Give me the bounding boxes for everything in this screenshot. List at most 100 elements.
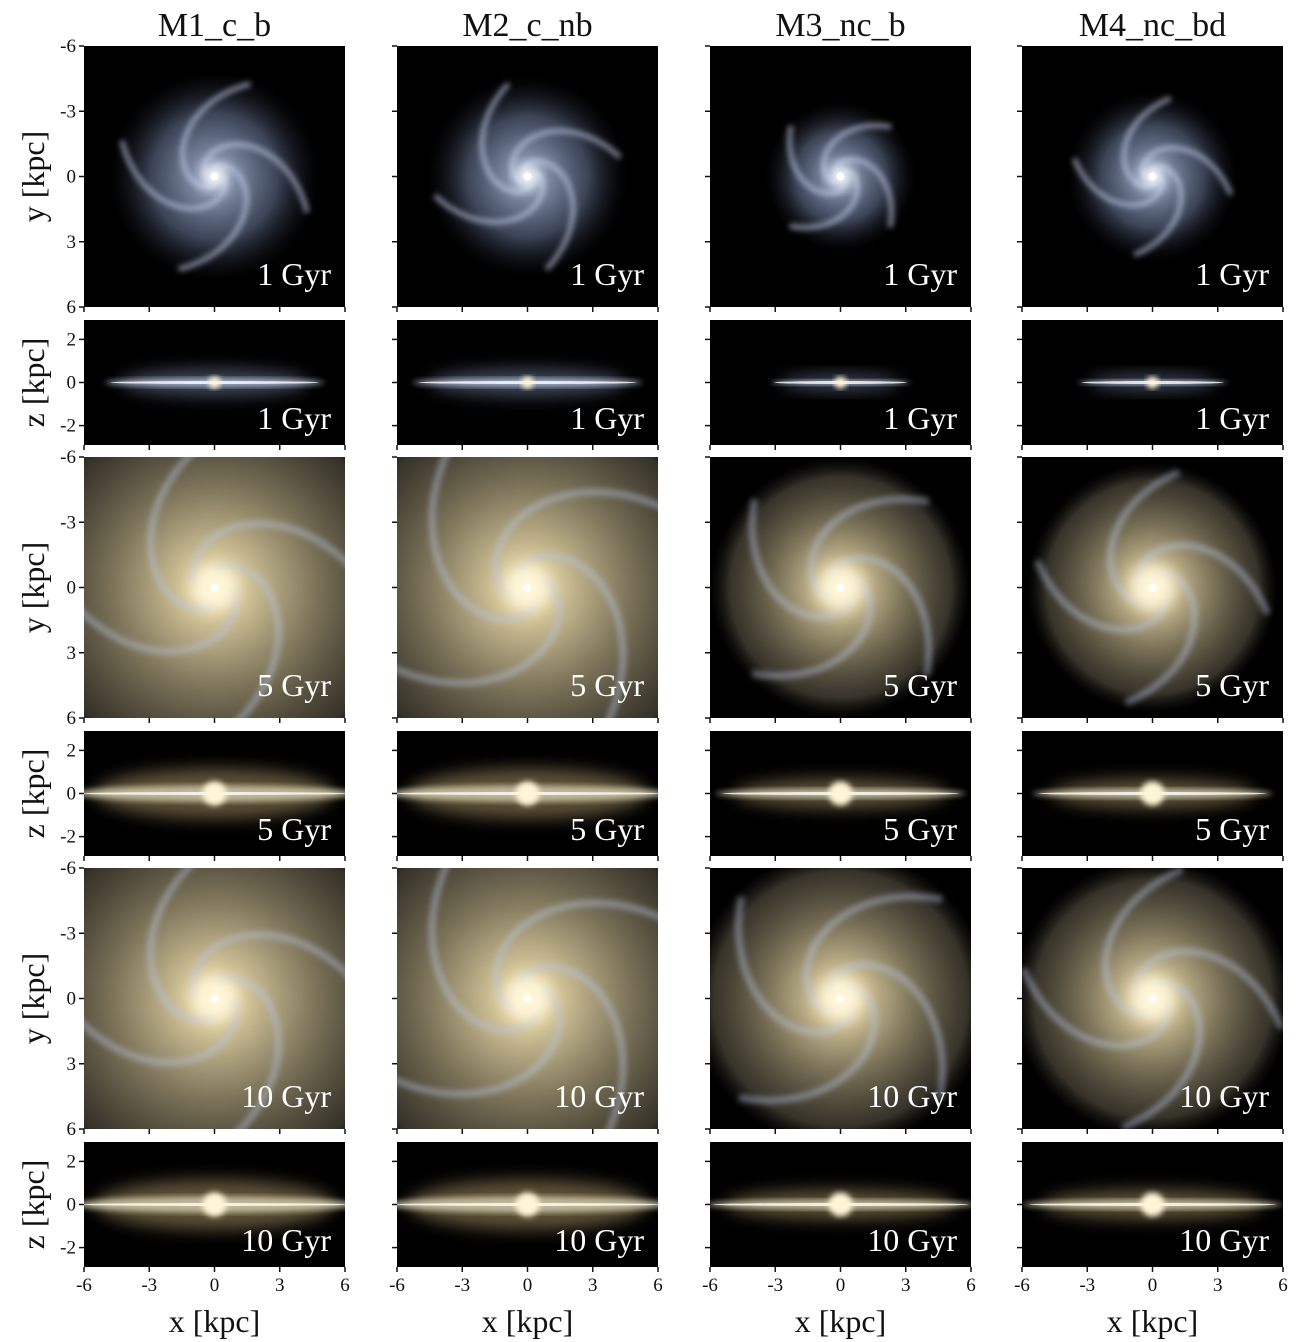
time-label: 10 Gyr bbox=[554, 1078, 644, 1114]
edge-bulge bbox=[834, 376, 847, 389]
galaxy-core bbox=[836, 172, 845, 181]
x-tick-label: 3 bbox=[901, 1275, 911, 1296]
spiral-arm bbox=[509, 128, 622, 184]
y-axis-label: y [kpc] bbox=[15, 953, 51, 1045]
edge-bulge bbox=[828, 781, 853, 806]
x-tick-label: -3 bbox=[454, 1275, 470, 1296]
x-tick-label: 3 bbox=[275, 1275, 285, 1296]
x-tick-label: 0 bbox=[836, 1275, 846, 1296]
edge-bulge bbox=[828, 1192, 853, 1217]
galaxy-core bbox=[836, 583, 845, 592]
galaxy-core bbox=[210, 994, 219, 1003]
spiral-arm bbox=[479, 82, 535, 195]
time-label: 1 Gyr bbox=[1195, 400, 1269, 436]
time-label: 5 Gyr bbox=[1195, 667, 1269, 703]
x-tick-label: 0 bbox=[210, 1275, 220, 1296]
spiral-arm bbox=[147, 457, 217, 613]
time-label: 1 Gyr bbox=[570, 400, 644, 436]
face-on-panel bbox=[84, 457, 345, 718]
galaxy-core bbox=[523, 172, 532, 181]
y-tick-label: -2 bbox=[60, 416, 76, 437]
spiral-arm bbox=[428, 868, 540, 1034]
column-title: M1_c_b bbox=[158, 7, 271, 44]
spiral-arm bbox=[1133, 164, 1184, 258]
time-label: 1 Gyr bbox=[883, 256, 957, 292]
spiral-arm bbox=[177, 163, 250, 272]
x-axis-label: x [kpc] bbox=[169, 1303, 261, 1339]
y-tick-label: -2 bbox=[60, 827, 76, 848]
x-tick-label: 0 bbox=[1148, 1275, 1158, 1296]
edge-on-panel bbox=[397, 731, 658, 856]
edge-bulge bbox=[1140, 781, 1165, 806]
edge-bulge bbox=[202, 1192, 227, 1217]
edge-on-panel bbox=[84, 1142, 345, 1267]
spiral-arm bbox=[520, 158, 576, 271]
x-tick-label: 3 bbox=[588, 1275, 598, 1296]
y-tick-label: 3 bbox=[67, 232, 77, 253]
x-axis-label: x [kpc] bbox=[1107, 1303, 1199, 1339]
edge-on-panel bbox=[1022, 731, 1283, 856]
face-on-panel bbox=[397, 868, 658, 1129]
y-tick-label: 6 bbox=[67, 297, 77, 318]
column-title: M4_nc_bd bbox=[1079, 7, 1226, 44]
edge-bulge bbox=[208, 376, 221, 389]
edge-on-panel bbox=[84, 320, 345, 445]
y-axis-label: y [kpc] bbox=[15, 542, 51, 634]
galaxy-core bbox=[210, 583, 219, 592]
spiral-arm bbox=[515, 963, 627, 1129]
time-label: 10 Gyr bbox=[1179, 1222, 1269, 1258]
y-tick-label: 0 bbox=[67, 784, 77, 805]
edge-on-panel bbox=[397, 1142, 658, 1267]
spiral-arm bbox=[119, 139, 228, 212]
spiral-arm bbox=[1121, 95, 1172, 189]
time-label: 5 Gyr bbox=[883, 811, 957, 847]
spiral-arm bbox=[433, 169, 546, 225]
spiral-arm bbox=[212, 973, 282, 1129]
y-tick-label: -3 bbox=[60, 512, 76, 533]
time-label: 5 Gyr bbox=[570, 667, 644, 703]
face-on-panel bbox=[710, 457, 971, 718]
spiral-arm bbox=[492, 899, 658, 1011]
spiral-arm bbox=[515, 552, 627, 718]
spiral-arm bbox=[397, 986, 563, 1098]
y-tick-label: -3 bbox=[60, 923, 76, 944]
edge-on-panel bbox=[710, 731, 971, 856]
time-label: 1 Gyr bbox=[257, 256, 331, 292]
spiral-arm bbox=[179, 81, 252, 190]
y-tick-label: -6 bbox=[60, 858, 76, 879]
y-tick-label: 3 bbox=[67, 643, 77, 664]
time-label: 10 Gyr bbox=[867, 1078, 957, 1114]
spiral-arms bbox=[84, 868, 345, 1129]
spiral-arm bbox=[84, 996, 240, 1066]
spiral-arms bbox=[1071, 95, 1234, 258]
galaxy-core bbox=[210, 172, 219, 181]
x-axis-label: x [kpc] bbox=[482, 1303, 574, 1339]
spiral-arms bbox=[397, 457, 658, 718]
x-tick-label: -3 bbox=[767, 1275, 783, 1296]
time-label: 10 Gyr bbox=[241, 1078, 331, 1114]
time-label: 1 Gyr bbox=[1195, 256, 1269, 292]
time-label: 5 Gyr bbox=[257, 811, 331, 847]
x-tick-label: -6 bbox=[76, 1275, 92, 1296]
time-label: 5 Gyr bbox=[883, 667, 957, 703]
time-label: 1 Gyr bbox=[570, 256, 644, 292]
spiral-arm bbox=[84, 585, 240, 655]
spiral-arm bbox=[201, 141, 310, 214]
edge-bulge bbox=[202, 781, 227, 806]
x-tick-label: 0 bbox=[523, 1275, 533, 1296]
x-tick-label: 6 bbox=[1278, 1275, 1288, 1296]
y-axis-label: z [kpc] bbox=[15, 338, 51, 428]
face-on-panel bbox=[397, 457, 658, 718]
x-tick-label: 6 bbox=[966, 1275, 976, 1296]
y-tick-label: 2 bbox=[67, 1151, 77, 1172]
time-label: 10 Gyr bbox=[554, 1222, 644, 1258]
spiral-arm bbox=[1140, 145, 1234, 196]
time-label: 10 Gyr bbox=[1179, 1078, 1269, 1114]
face-on-panel bbox=[84, 46, 345, 307]
column-title: M3_nc_b bbox=[775, 7, 905, 44]
edge-bulge bbox=[521, 376, 534, 389]
face-on-panel bbox=[710, 46, 971, 307]
edge-on-panel bbox=[397, 320, 658, 445]
time-label: 5 Gyr bbox=[1195, 811, 1269, 847]
time-label: 1 Gyr bbox=[257, 400, 331, 436]
